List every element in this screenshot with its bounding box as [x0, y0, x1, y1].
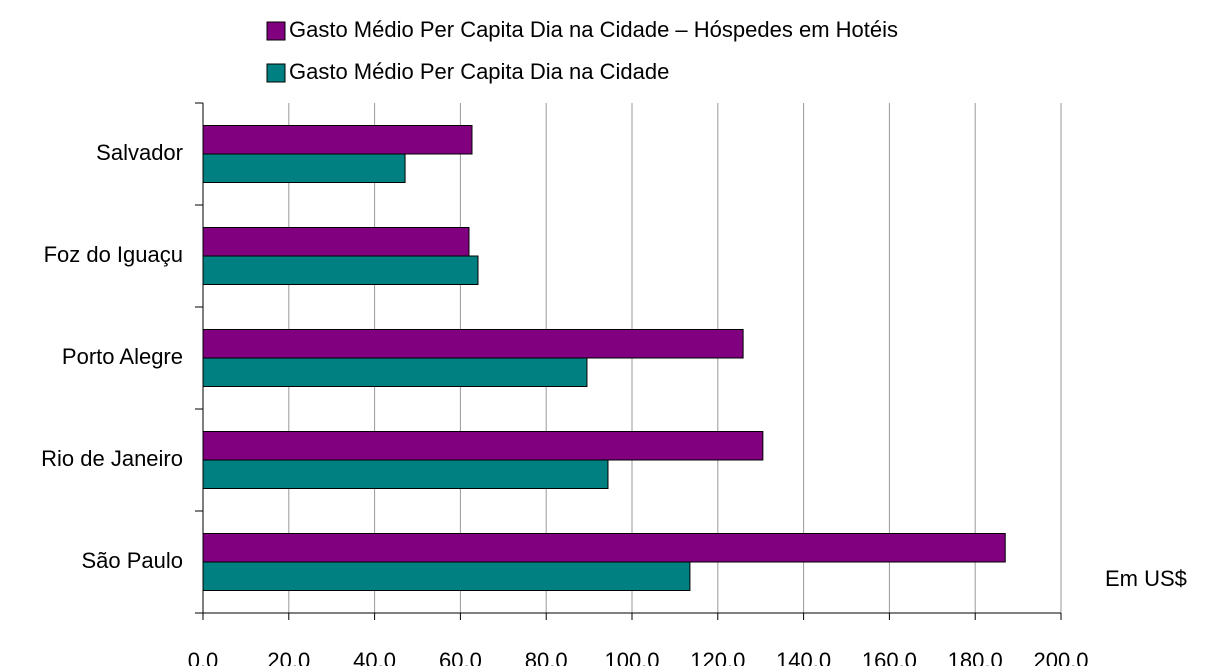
bar	[202, 561, 691, 591]
x-tick-label: 60,0	[439, 648, 482, 666]
x-tick-label: 100,0	[604, 648, 659, 666]
legend-swatch	[266, 21, 286, 41]
legend-swatch	[266, 63, 286, 83]
bar	[202, 357, 588, 387]
x-tick-label: 40,0	[353, 648, 396, 666]
bar	[202, 533, 1006, 563]
x-tick-label: 200,0	[1033, 648, 1088, 666]
bar	[202, 125, 473, 155]
bar	[202, 255, 479, 285]
y-tick-label: Salvador	[96, 140, 183, 165]
bar	[202, 329, 744, 359]
bar	[202, 153, 406, 183]
x-tick-label: 160,0	[862, 648, 917, 666]
y-tick-label: Foz do Iguaçu	[44, 242, 183, 267]
bar	[202, 431, 764, 461]
legend-label: Gasto Médio Per Capita Dia na Cidade	[289, 59, 669, 84]
y-tick-label: Rio de Janeiro	[41, 446, 183, 471]
bar	[202, 227, 470, 257]
y-tick-label: Porto Alegre	[62, 344, 183, 369]
x-tick-label: 0,0	[188, 648, 219, 666]
x-tick-label: 120,0	[690, 648, 745, 666]
x-tick-label: 180,0	[948, 648, 1003, 666]
x-tick-label: 140,0	[776, 648, 831, 666]
bar	[202, 459, 609, 489]
x-tick-label: 80,0	[525, 648, 568, 666]
y-tick-label: São Paulo	[81, 548, 183, 573]
annotation: Em US$	[1105, 566, 1187, 591]
legend-label: Gasto Médio Per Capita Dia na Cidade – H…	[289, 17, 898, 42]
x-tick-label: 20,0	[267, 648, 310, 666]
